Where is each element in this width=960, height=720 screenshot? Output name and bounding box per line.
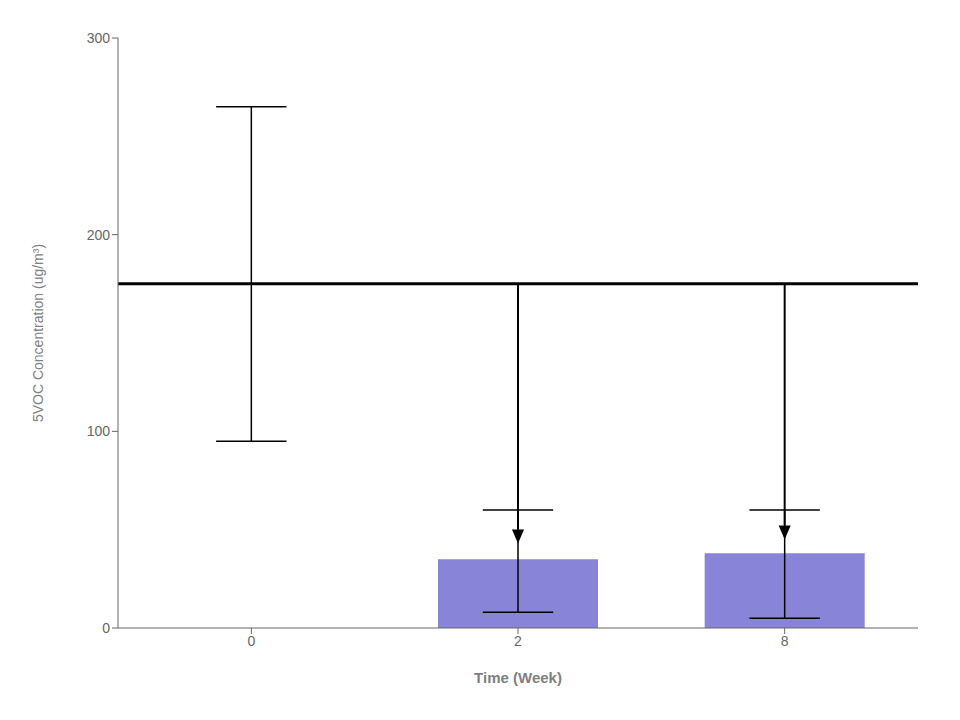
svg-text:2: 2 (514, 633, 522, 649)
svg-text:300: 300 (87, 30, 111, 46)
svg-text:100: 100 (87, 423, 111, 439)
svg-text:8: 8 (781, 633, 789, 649)
svg-text:Time (Week): Time (Week) (474, 669, 562, 686)
svg-text:200: 200 (87, 227, 111, 243)
svg-text:0: 0 (247, 633, 255, 649)
svg-text:0: 0 (102, 620, 110, 636)
svg-text:5VOC Concentration (ug/m³): 5VOC Concentration (ug/m³) (30, 244, 46, 422)
